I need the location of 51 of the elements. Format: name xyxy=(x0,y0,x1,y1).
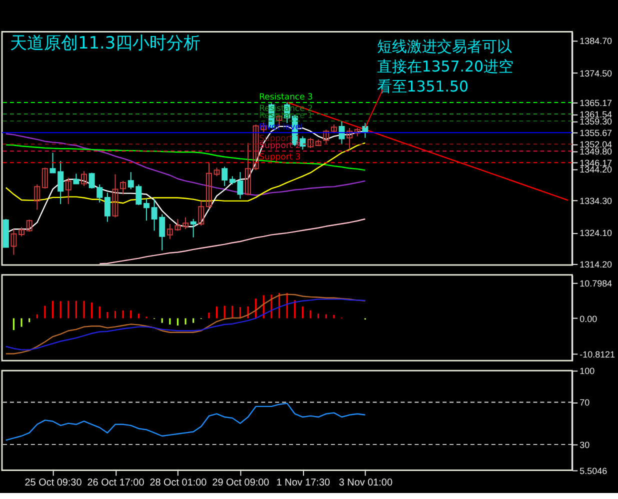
candlestick xyxy=(34,184,40,210)
y-tick-label: -10.8121 xyxy=(580,349,616,360)
x-tick-label: 28 Oct 01:00 xyxy=(150,478,208,489)
x-tick-label: 29 Oct 09:00 xyxy=(212,478,270,489)
y-tick-label: 1365.17 xyxy=(580,98,612,108)
ref-line-label: Resistance 3 xyxy=(259,91,313,102)
y-tick-label: 1361.54 xyxy=(580,109,612,120)
candlestick xyxy=(198,200,204,226)
y-tick-label: 70 xyxy=(580,398,590,408)
candlestick xyxy=(73,173,80,184)
candlestick xyxy=(206,162,212,210)
x-tick-label: 26 Oct 17:00 xyxy=(87,478,145,489)
y-tick-label: 0.00 xyxy=(580,314,598,324)
y-tick-label: 10.7984 xyxy=(580,278,612,288)
annotation: 短线激进交易者可以直接在1357.20进空看至1351.50 xyxy=(376,38,514,96)
line-series xyxy=(5,402,366,441)
x-tick-label: 1 Nov 17:30 xyxy=(276,478,330,489)
y-tick-label: 1355.67 xyxy=(580,128,612,138)
candlestick xyxy=(120,180,126,195)
line-series xyxy=(99,218,366,264)
candlestick xyxy=(308,137,314,148)
y-tick-label: 30 xyxy=(580,440,590,450)
candlestick xyxy=(18,226,25,237)
candlestick xyxy=(65,177,72,205)
line-series xyxy=(5,133,366,196)
ref-line-label: Support 3 xyxy=(259,152,301,162)
chart-title: 天道原创11.3四小时分析 xyxy=(10,32,201,53)
candlestick xyxy=(222,166,228,187)
y-tick-label: 1314.20 xyxy=(580,259,612,270)
x-tick-label: 3 Nov 01:00 xyxy=(338,478,393,489)
y-tick-label: 1384.70 xyxy=(580,36,612,46)
candlestick xyxy=(182,216,189,230)
candlestick xyxy=(245,142,252,196)
y-tick-label: 100 xyxy=(580,366,595,376)
y-tick-label: 1349.80 xyxy=(580,146,612,157)
x-tick-label: 25 Oct 09:30 xyxy=(24,478,82,489)
candlestick xyxy=(26,219,32,232)
candlestick xyxy=(143,198,150,222)
candlestick xyxy=(346,128,353,150)
y-tick-label: 1324.10 xyxy=(580,228,612,238)
candlestick xyxy=(190,218,196,238)
candlestick xyxy=(10,228,17,256)
y-tick-label: 5.5046 xyxy=(580,466,608,476)
y-tick-label: 1359.30 xyxy=(580,116,612,127)
y-tick-label: 1334.30 xyxy=(580,196,612,206)
y-tick-label: 1374.50 xyxy=(580,68,612,78)
candlestick xyxy=(112,174,118,218)
candlestick xyxy=(104,192,110,222)
candlestick xyxy=(323,129,330,144)
candlestick xyxy=(81,170,87,187)
candlestick xyxy=(42,167,48,190)
